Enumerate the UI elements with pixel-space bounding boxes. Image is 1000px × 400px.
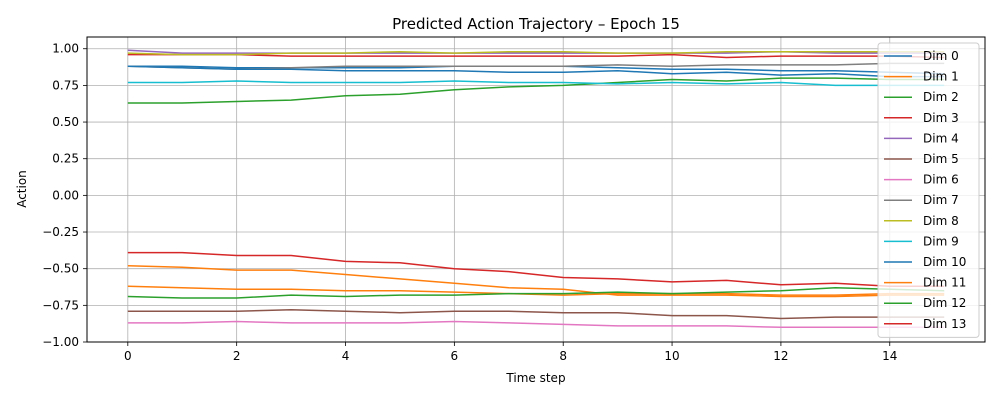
- y-axis-ticks: −1.00 −0.75 −0.50 −0.25 0.00 0.25 0.50 0.75 1.00: [42, 42, 87, 349]
- series-line-dim-3: [127, 53, 945, 59]
- x-tick-label: 6: [451, 349, 459, 363]
- y-tick-label: −0.25: [42, 225, 79, 239]
- legend-label: Dim 1: [923, 70, 959, 84]
- x-axis-ticks: 0 2 4 6 8 10 12 14: [124, 342, 897, 363]
- y-tick-label: −0.50: [42, 262, 79, 276]
- legend-label: Dim 6: [923, 173, 959, 187]
- legend-label: Dim 11: [923, 276, 966, 290]
- series-line-dim-12: [127, 286, 945, 299]
- y-tick-label: 0.00: [52, 188, 79, 202]
- series-line-dim-9: [127, 80, 945, 87]
- y-tick-label: 0.75: [52, 78, 79, 92]
- series-line-dim-5: [127, 308, 945, 320]
- legend: Dim 0 Dim 1 Dim 2 Dim 3 Dim 4 Dim 5 Dim 6 Dim 7…: [877, 42, 980, 338]
- legend-label: Dim 2: [923, 90, 959, 104]
- legend-label: Dim 8: [923, 214, 959, 228]
- legend-label: Dim 4: [923, 131, 959, 145]
- series-line-dim-6: [127, 320, 945, 329]
- x-tick-label: 10: [664, 349, 679, 363]
- y-axis-label: Action: [15, 170, 29, 208]
- series-line-dim-8: [127, 50, 945, 56]
- y-tick-label: −1.00: [42, 335, 79, 349]
- x-tick-label: 0: [124, 349, 132, 363]
- grid-lines: [87, 37, 985, 343]
- y-tick-label: 0.25: [52, 152, 79, 166]
- legend-label: Dim 3: [923, 111, 959, 125]
- legend-label: Dim 9: [923, 234, 959, 248]
- x-tick-label: 12: [773, 349, 788, 363]
- chart-title: Predicted Action Trajectory – Epoch 15: [392, 15, 680, 33]
- legend-box: [877, 42, 980, 338]
- y-tick-label: 1.00: [52, 42, 79, 56]
- x-tick-label: 14: [882, 349, 897, 363]
- series-line-dim-2: [127, 77, 945, 104]
- y-tick-label: −0.75: [42, 298, 79, 312]
- series-line-dim-10: [127, 65, 945, 78]
- legend-label: Dim 7: [923, 193, 959, 207]
- series-line-dim-1: [127, 265, 945, 298]
- y-tick-label: 0.50: [52, 115, 79, 129]
- legend-label: Dim 13: [923, 317, 966, 331]
- series-line-dim-13: [127, 251, 945, 288]
- x-tick-label: 2: [233, 349, 241, 363]
- legend-label: Dim 0: [923, 49, 959, 63]
- x-tick-label: 4: [342, 349, 350, 363]
- plot-frame: [86, 36, 986, 343]
- x-tick-label: 8: [559, 349, 567, 363]
- series-lines: [127, 49, 945, 329]
- x-axis-label: Time step: [505, 371, 565, 385]
- legend-label: Dim 12: [923, 296, 966, 310]
- legend-label: Dim 5: [923, 152, 959, 166]
- legend-label: Dim 10: [923, 255, 966, 269]
- series-line-dim-7: [127, 62, 945, 71]
